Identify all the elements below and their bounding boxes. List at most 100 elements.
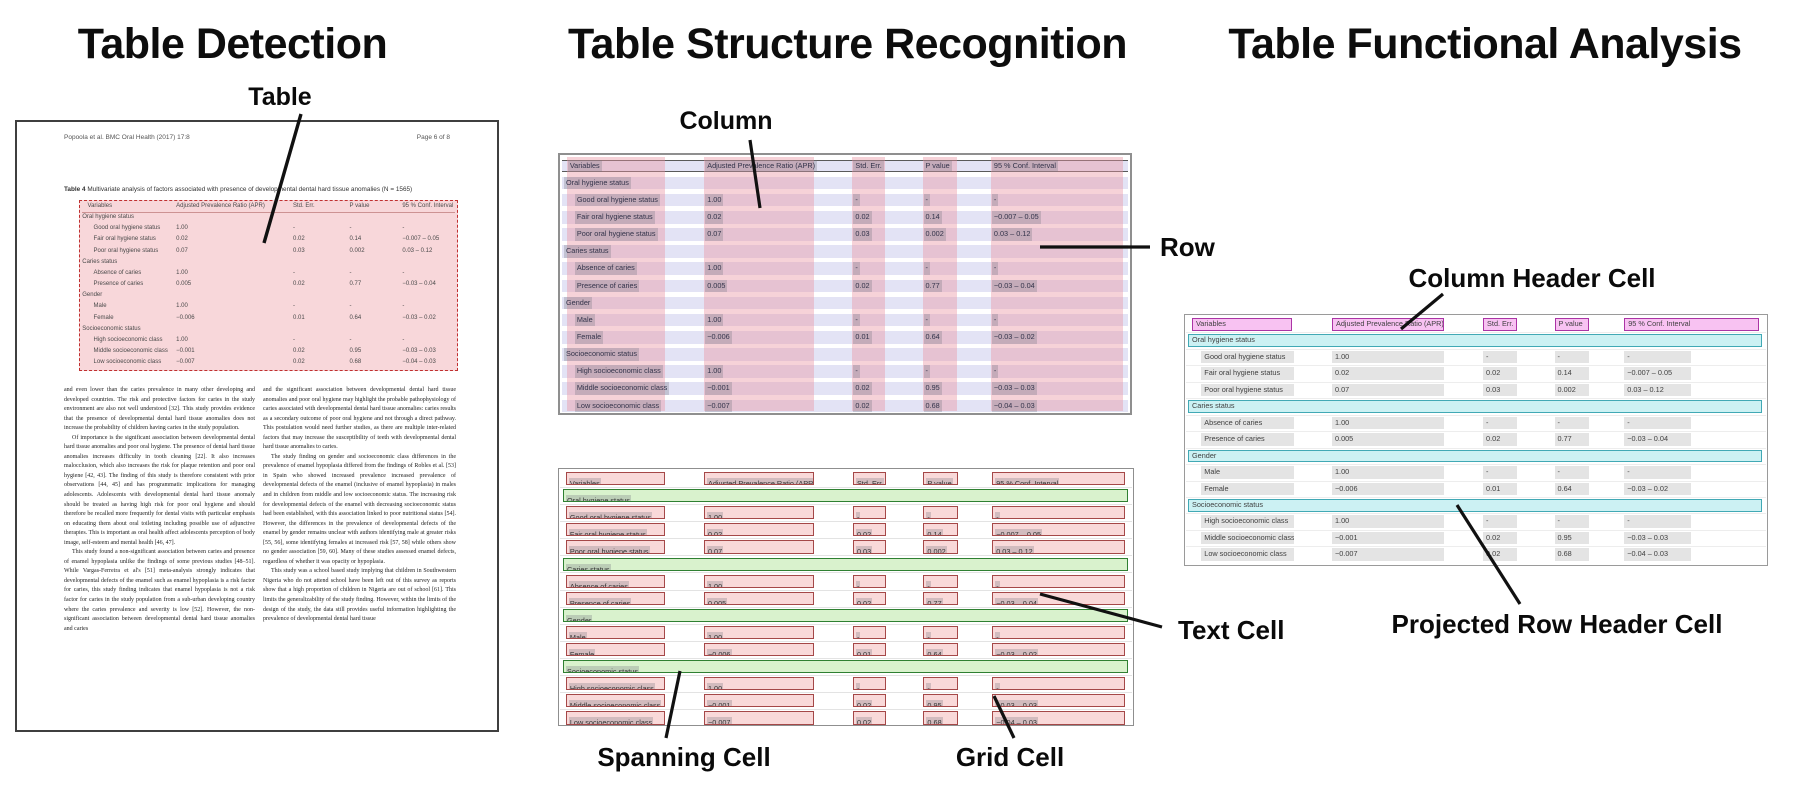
- text-cell: -: [1624, 416, 1692, 430]
- row-separator: [1186, 447, 1766, 449]
- column-header-cell: Std. Err.: [1483, 318, 1517, 331]
- body-paragraph: The study finding on gender and socioeco…: [263, 453, 456, 565]
- cell-text: Gender: [566, 614, 593, 621]
- document-header-right: Page 6 of 8: [416, 134, 450, 141]
- body-paragraph: This study was a school based study impl…: [263, 568, 456, 623]
- structure-cell-text: 0.77: [923, 279, 942, 293]
- header-row-band: [562, 159, 1128, 173]
- cell-text: Good oral hygiene status: [568, 512, 653, 519]
- cell-text: Socioeconomic status: [566, 666, 639, 673]
- structure-cell-text: 1.00: [705, 313, 724, 327]
- grid-cell: 0.02: [703, 523, 814, 537]
- callout-grid-cell: Grid Cell: [955, 742, 1065, 772]
- column-band: [990, 157, 1124, 411]
- structure-cell-text: 0.02: [853, 279, 872, 293]
- text-cell: Fair oral hygiene status: [1201, 367, 1295, 380]
- row-separator: [1186, 529, 1766, 531]
- doc-table-cell: 0.002: [349, 247, 365, 254]
- text-cell: 0.005: [1331, 433, 1444, 446]
- doc-table-section-label: Oral hygiene status: [82, 214, 134, 221]
- row-band: [562, 176, 1128, 190]
- text-cell: -: [1624, 515, 1692, 528]
- structure-cell-text: 0.005: [705, 279, 728, 293]
- title-table-functional-analysis: Table Functional Analysis: [1228, 20, 1742, 68]
- doc-table-header-rule: [82, 212, 455, 214]
- cell-text: 0.95: [926, 700, 943, 707]
- cell-text: Oral hygiene status: [566, 495, 631, 502]
- text-cell: −0.006: [1331, 482, 1444, 496]
- structure-cell-text: 0.01: [853, 331, 872, 344]
- text-cell: −0.001: [1331, 531, 1444, 545]
- doc-table-header-cell: 95 % Conf. Interval: [402, 203, 454, 209]
- structure-cell-text: 0.002: [923, 228, 946, 241]
- structure-cell-text: 0.02: [853, 210, 872, 224]
- structure-cell-text: −0.007: [705, 399, 732, 413]
- column-band: [566, 157, 666, 411]
- structure-cell-text: -: [853, 365, 860, 378]
- text-cell: 0.68: [1554, 548, 1590, 561]
- text-cell: −0.03 – 0.02: [1624, 482, 1692, 496]
- row-separator: [560, 657, 1132, 659]
- doc-table-header-cell: Adjusted Prevalence Ratio (APR): [176, 203, 265, 209]
- row-separator: [1186, 431, 1766, 433]
- cell-text: 0.07: [706, 546, 724, 553]
- row-separator: [560, 589, 1132, 591]
- doc-table-cell: -: [402, 303, 405, 310]
- structure-header-text: Adjusted Prevalence Ratio (APR): [705, 159, 818, 173]
- row-band: [562, 382, 1128, 396]
- structure-cell-text: 0.02: [853, 382, 872, 396]
- structure-header-text: Std. Err.: [853, 159, 884, 173]
- row-separator: [1186, 398, 1766, 400]
- grid-cell: Presence of caries: [565, 591, 665, 605]
- cell-text: -: [926, 512, 931, 519]
- cell-text: 0.03: [855, 546, 873, 553]
- structure-cell-text: Good oral hygiene status: [574, 193, 660, 207]
- doc-table-cell: 0.07: [176, 247, 188, 254]
- structure-cell-text: 0.02: [705, 210, 724, 224]
- doc-table-cell: 0.005: [176, 281, 192, 288]
- structure-cell-text: 0.14: [923, 210, 942, 224]
- structure-cell-text: -: [923, 313, 930, 327]
- grid-cell: -: [923, 625, 958, 640]
- cell-text: -: [995, 512, 1000, 519]
- doc-table-cell: -: [293, 225, 295, 232]
- grid-cell: 0.14: [923, 523, 958, 537]
- cell-text: −0.03 – 0.03: [995, 700, 1038, 707]
- header-grid-cell: P value: [923, 472, 958, 486]
- structure-cell-text: 0.07: [705, 228, 724, 241]
- callout-text-cell: Text Cell: [1178, 615, 1285, 645]
- grid-cell: 0.95: [923, 694, 958, 708]
- cell-text: Fair oral hygiene status: [568, 529, 647, 536]
- structure-cell-text: 0.03 – 0.12: [991, 228, 1033, 241]
- row-separator: [560, 504, 1132, 505]
- row-band: [562, 296, 1128, 310]
- text-cell: Male: [1201, 466, 1295, 479]
- row-separator: [1186, 365, 1766, 367]
- column-header-cell: 95 % Conf. Interval: [1624, 318, 1760, 331]
- grid-cell: Female: [565, 643, 665, 657]
- grid-cell: −0.03 – 0.04: [992, 591, 1126, 605]
- cell-text: 0.02: [855, 717, 873, 724]
- cell-text: 0.02: [855, 700, 873, 707]
- structure-recognition-table: Variables Adjusted Prevalence Ratio (APR)…: [558, 153, 1132, 415]
- grid-cell: 1.00: [703, 506, 814, 520]
- body-paragraph: and the significant association between …: [263, 387, 456, 451]
- column-band: [922, 157, 957, 411]
- text-cell: −0.04 – 0.03: [1624, 548, 1692, 561]
- row-band: [562, 313, 1128, 327]
- doc-table-cell: −0.007 – 0.05: [402, 236, 440, 243]
- body-paragraph: and even lower than the caries prevalenc…: [64, 387, 255, 432]
- doc-table-cell: 0.14: [349, 236, 362, 243]
- row-band: [562, 193, 1128, 207]
- doc-table-cell: -: [293, 336, 295, 343]
- cell-text: Absence of caries: [568, 580, 629, 587]
- grid-cell: 0.02: [852, 694, 887, 708]
- doc-table-cell: Good oral hygiene status: [93, 225, 161, 232]
- grid-cell: −0.03 – 0.03: [992, 694, 1126, 708]
- row-band: [562, 399, 1128, 413]
- text-cell: 0.14: [1554, 367, 1590, 380]
- grid-cell: 0.77: [923, 591, 958, 605]
- structure-header-text: Variables: [567, 159, 602, 173]
- text-cell: Presence of caries: [1201, 433, 1295, 446]
- doc-table-cell: Absence of caries: [93, 269, 142, 276]
